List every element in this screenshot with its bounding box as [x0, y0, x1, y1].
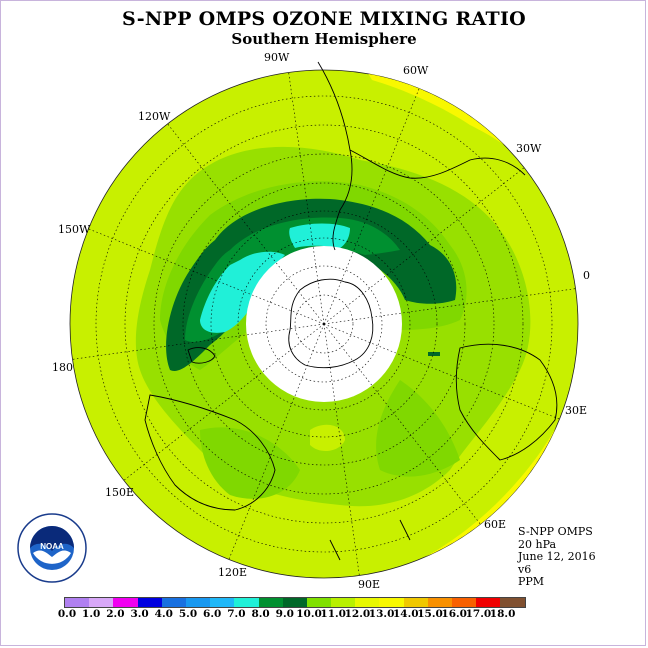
colorbar-tick-label: 14.0	[393, 608, 419, 620]
coastlines	[144, 61, 558, 561]
lon-label-180: 180	[52, 361, 73, 374]
colorbar-cell	[427, 598, 452, 607]
colorbar-cell	[137, 598, 162, 607]
info-level: 20 hPa	[518, 537, 557, 551]
colorbar-cell	[306, 598, 332, 607]
australia-coast	[144, 394, 276, 511]
contour-10-11-east	[376, 380, 460, 477]
colorbar-cell	[452, 598, 477, 607]
colorbar-tick-label: 5.0	[178, 608, 198, 620]
south-america-coast	[317, 61, 526, 251]
colorbar-tick-label: 2.0	[106, 608, 125, 620]
lon-label-120w: 120W	[138, 110, 171, 123]
lon-label-150w: 150W	[58, 223, 91, 236]
colorbar-tick-label: 15.0	[417, 608, 443, 620]
colorbar-cell	[355, 598, 380, 607]
colorbar-cell	[65, 598, 90, 607]
colorbar-cell	[234, 598, 259, 607]
map-subtitle: Southern Hemisphere	[231, 30, 417, 48]
lon-label-150e: 150E	[105, 486, 134, 499]
colorbar-tick-label: 0.0	[57, 608, 77, 620]
lon-label-30e: 30E	[565, 404, 587, 417]
contour-12-south	[310, 424, 345, 452]
colorbar-cell	[379, 598, 404, 607]
colorbar	[64, 597, 526, 608]
colorbar-tick-label: 18.0	[489, 608, 516, 620]
info-version: v6	[518, 562, 532, 576]
colorbar-tick-label: 6.0	[203, 608, 222, 620]
colorbar-cell	[161, 598, 186, 607]
colorbar-cell	[89, 598, 114, 607]
contour-spot	[428, 352, 440, 356]
latitude-circles	[95, 95, 553, 553]
lon-label-0: 0	[583, 269, 590, 282]
lon-label-90w: 90W	[264, 51, 290, 64]
colorbar-tick-label: 17.0	[465, 608, 492, 620]
antarctica-coast	[288, 278, 374, 369]
colorbar-tick-label: 13.0	[368, 608, 395, 620]
lon-label-90e: 90E	[358, 578, 380, 591]
colorbar-tick-label: 8.0	[251, 608, 270, 620]
info-date: June 12, 2016	[518, 550, 596, 563]
colorbar-ticks: 0.0 1.0 2.0 3.0 4.0 5.0 6.0 7.0 8.0 9.0 10.0 11.0 12…	[52, 608, 592, 622]
info-units: PPM	[518, 575, 545, 588]
colorbar-tick-label: 1.0	[82, 608, 101, 620]
info-instrument: S-NPP OMPS	[518, 525, 593, 538]
noaa-logo: NOAA	[17, 513, 87, 583]
map-title: S-NPP OMPS OZONE MIXING RATIO	[121, 8, 527, 30]
colorbar-tick-label: 10.0	[296, 608, 322, 620]
lon-label-60w: 60W	[403, 64, 429, 77]
colorbar-cell	[282, 598, 307, 607]
colorbar-tick-label: 12.0	[344, 608, 371, 620]
colorbar-cell	[113, 598, 138, 607]
colorbar-cell	[258, 598, 283, 607]
longitude-labels: 90W 60W 120W 30W 150W 0 180 30E 150E 60E…	[52, 51, 590, 591]
colorbar-cell	[476, 598, 501, 607]
contour-10-11-south	[200, 427, 300, 499]
colorbar-tick-label: 7.0	[227, 608, 246, 620]
colorbar-cell	[331, 598, 356, 607]
colorbar-cell	[403, 598, 428, 607]
colorbar-cell	[210, 598, 235, 607]
colorbar-cell	[185, 598, 211, 607]
lon-label-120e: 120E	[218, 566, 247, 579]
noaa-logo-text: NOAA	[40, 542, 64, 551]
colorbar-tick-label: 4.0	[154, 608, 173, 620]
colorbar-cell	[500, 598, 525, 607]
new-zealand-coast	[187, 347, 411, 561]
colorbar-tick-label: 3.0	[130, 608, 149, 620]
contour-7-8	[200, 223, 350, 333]
lon-label-30w: 30W	[516, 142, 542, 155]
colorbar-tick-label: 9.0	[275, 608, 294, 620]
lon-label-60e: 60E	[484, 518, 506, 531]
info-block: S-NPP OMPS 20 hPa June 12, 2016 v6 PPM	[518, 525, 596, 589]
colorbar-tick-label: 11.0	[320, 608, 346, 620]
africa-coast	[455, 343, 558, 461]
colorbar-tick-label: 16.0	[441, 608, 467, 620]
